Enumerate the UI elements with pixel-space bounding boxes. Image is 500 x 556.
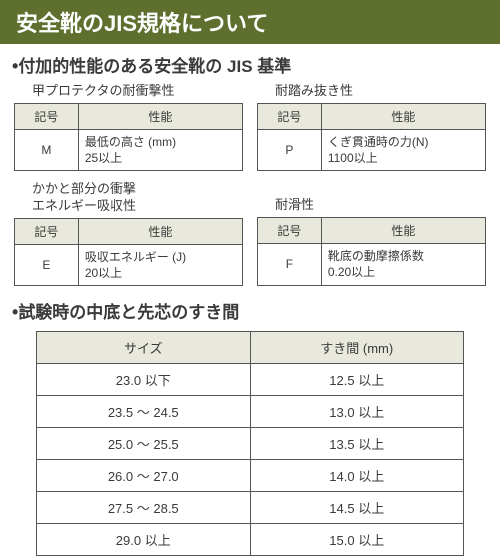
section1-title: •付加的性能のある安全靴の JIS 基準 — [0, 44, 500, 81]
th-sym: 記号 — [15, 103, 79, 129]
block-puncture: 耐踏み抜き性 記号 性能 P くぎ貫通時の力(N) 1100以上 — [257, 81, 486, 171]
gap-cell: 12.5 以上 — [250, 364, 464, 396]
heel-sub-line2: エネルギー吸収性 — [32, 198, 136, 213]
section2-title-text: 試験時の中底と先芯のすき間 — [18, 303, 239, 322]
th-gap: すき間 (mm) — [250, 332, 464, 364]
block-impact-subtitle: 甲プロテクタの耐衝撃性 — [14, 81, 243, 103]
block-slip-table: 記号 性能 F 靴底の動摩擦係数 0.20以上 — [257, 217, 486, 285]
heel-sub-line1: かかと部分の衝撃 — [32, 181, 136, 196]
perf-line2: 20以上 — [85, 266, 122, 280]
table-row: 29.0 以上 15.0 以上 — [37, 524, 464, 556]
perf-cell: 吸収エネルギー (J) 20以上 — [78, 245, 242, 286]
size-cell: 23.5 ～ 24.5 — [37, 396, 251, 428]
perf-cell: 最低の高さ (mm) 25以上 — [78, 129, 242, 170]
block-heel: かかと部分の衝撃 エネルギー吸収性 記号 性能 E 吸収エネルギー (J) 20… — [14, 179, 243, 286]
block-puncture-subtitle: 耐踏み抜き性 — [257, 81, 486, 103]
block-slip-subtitle: 耐滑性 — [257, 195, 486, 217]
gap-table: サイズ すき間 (mm) 23.0 以下 12.5 以上 23.5 ～ 24.5… — [36, 331, 464, 556]
perf-line1: くぎ貫通時の力(N) — [328, 135, 429, 149]
section1-title-text: 付加的性能のある安全靴の JIS 基準 — [18, 57, 291, 76]
size-cell: 23.0 以下 — [37, 364, 251, 396]
sym-cell: M — [15, 129, 79, 170]
gap-cell: 13.0 以上 — [250, 396, 464, 428]
th-sym: 記号 — [258, 218, 322, 244]
block-puncture-table: 記号 性能 P くぎ貫通時の力(N) 1100以上 — [257, 103, 486, 171]
gap-cell: 14.0 以上 — [250, 460, 464, 492]
block-slip: 耐滑性 記号 性能 F 靴底の動摩擦係数 0.20以上 — [257, 179, 486, 286]
th-size: サイズ — [37, 332, 251, 364]
size-cell: 27.5 ～ 28.5 — [37, 492, 251, 524]
table-row: 26.0 ～ 27.0 14.0 以上 — [37, 460, 464, 492]
section2-title: •試験時の中底と先芯のすき間 — [0, 290, 500, 327]
page-title: 安全靴のJIS規格について — [0, 0, 500, 44]
criteria-grid: 甲プロテクタの耐衝撃性 記号 性能 M 最低の高さ (mm) 25以上 耐踏み抜… — [0, 81, 500, 290]
sym-cell: E — [15, 245, 79, 286]
perf-cell: 靴底の動摩擦係数 0.20以上 — [321, 244, 485, 285]
sym-cell: F — [258, 244, 322, 285]
size-cell: 26.0 ～ 27.0 — [37, 460, 251, 492]
th-perf: 性能 — [78, 219, 242, 245]
perf-line1: 吸収エネルギー (J) — [85, 250, 186, 264]
block-impact: 甲プロテクタの耐衝撃性 記号 性能 M 最低の高さ (mm) 25以上 — [14, 81, 243, 171]
perf-cell: くぎ貫通時の力(N) 1100以上 — [321, 129, 485, 170]
perf-line2: 25以上 — [85, 151, 122, 165]
table-row: 23.5 ～ 24.5 13.0 以上 — [37, 396, 464, 428]
th-perf: 性能 — [78, 103, 242, 129]
size-cell: 29.0 以上 — [37, 524, 251, 556]
th-sym: 記号 — [15, 219, 79, 245]
th-sym: 記号 — [258, 103, 322, 129]
block-heel-subtitle: かかと部分の衝撃 エネルギー吸収性 — [14, 179, 243, 218]
perf-line1: 最低の高さ (mm) — [85, 135, 176, 149]
gap-cell: 15.0 以上 — [250, 524, 464, 556]
table-row: 23.0 以下 12.5 以上 — [37, 364, 464, 396]
size-cell: 25.0 ～ 25.5 — [37, 428, 251, 460]
table-row: 27.5 ～ 28.5 14.5 以上 — [37, 492, 464, 524]
block-impact-table: 記号 性能 M 最低の高さ (mm) 25以上 — [14, 103, 243, 171]
th-perf: 性能 — [321, 103, 485, 129]
gap-cell: 14.5 以上 — [250, 492, 464, 524]
perf-line1: 靴底の動摩擦係数 — [328, 249, 424, 263]
gap-table-wrap: サイズ すき間 (mm) 23.0 以下 12.5 以上 23.5 ～ 24.5… — [36, 331, 464, 556]
th-perf: 性能 — [321, 218, 485, 244]
block-heel-table: 記号 性能 E 吸収エネルギー (J) 20以上 — [14, 218, 243, 286]
gap-cell: 13.5 以上 — [250, 428, 464, 460]
perf-line2: 0.20以上 — [328, 265, 375, 279]
perf-line2: 1100以上 — [328, 151, 378, 165]
table-row: 25.0 ～ 25.5 13.5 以上 — [37, 428, 464, 460]
sym-cell: P — [258, 129, 322, 170]
